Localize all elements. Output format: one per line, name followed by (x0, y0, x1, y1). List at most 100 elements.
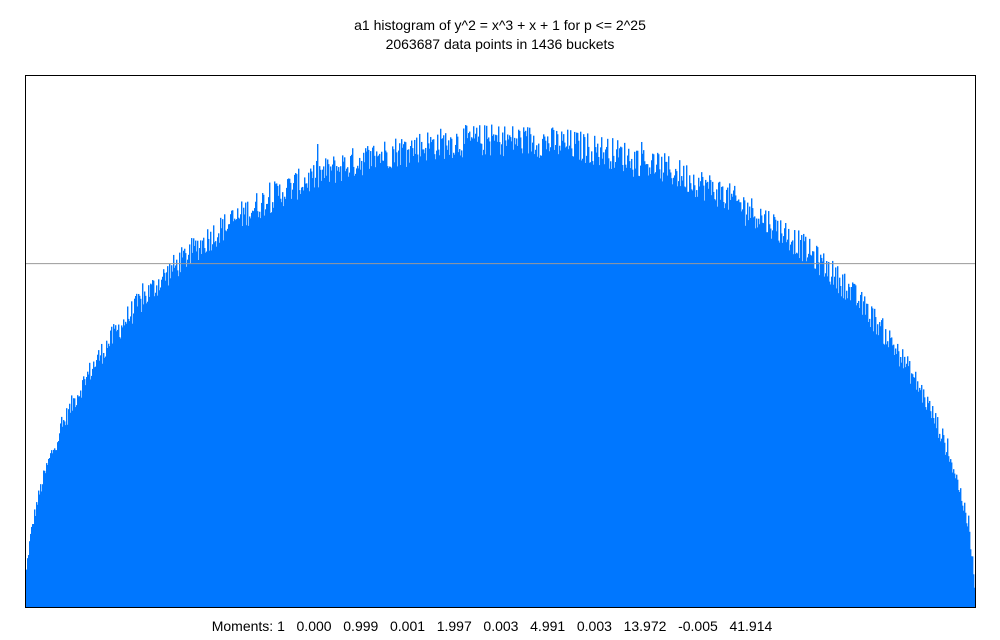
histogram-bar (772, 230, 774, 608)
histogram-bar (669, 169, 671, 608)
histogram-bar (110, 330, 112, 608)
histogram-bar (499, 142, 501, 608)
histogram-bar (855, 285, 857, 608)
histogram-bar (446, 145, 448, 608)
histogram-bar (143, 304, 145, 608)
histogram-bar (746, 214, 748, 608)
histogram-bar (410, 146, 412, 608)
histogram-bar (661, 156, 663, 609)
histogram-bar (95, 366, 97, 608)
histogram-bar (495, 134, 497, 609)
histogram-bar (441, 138, 443, 608)
histogram-bar (313, 165, 315, 608)
histogram-bar (636, 150, 638, 608)
histogram-bar (942, 428, 944, 608)
moment-value: 4.991 (530, 618, 566, 634)
histogram-bar (486, 125, 488, 608)
histogram-bar (356, 168, 358, 609)
histogram-bar (391, 168, 393, 608)
histogram-bar (870, 327, 872, 608)
histogram-bar (109, 346, 111, 608)
histogram-bar (932, 406, 934, 608)
histogram-bar (752, 208, 754, 608)
histogram-bar (72, 410, 74, 608)
histogram-bar (268, 197, 270, 608)
histogram-bar (194, 245, 196, 609)
histogram-bar (811, 255, 813, 608)
histogram-bar (741, 211, 743, 609)
histogram-bar (293, 183, 295, 608)
histogram-bar (564, 142, 566, 608)
moments-row: Moments: 1 0.000 0.999 0.001 1.997 0.003… (0, 617, 984, 635)
histogram-bar (663, 172, 665, 609)
histogram-bar (904, 356, 906, 608)
histogram-bar (694, 185, 696, 608)
histogram-bar (939, 433, 941, 608)
histogram-bar (536, 145, 538, 609)
histogram-bar (884, 344, 886, 608)
histogram-bar (190, 263, 192, 608)
histogram-bar (585, 162, 587, 608)
histogram-bar (484, 125, 486, 608)
histogram-bar (104, 357, 106, 608)
histogram-bar (697, 196, 699, 608)
histogram-bar (314, 187, 316, 608)
histogram-bar (154, 296, 156, 608)
histogram-bar (317, 144, 319, 608)
histogram-bar (718, 182, 720, 608)
histogram-bar (291, 198, 293, 608)
histogram-bar (797, 253, 799, 608)
histogram-bar (815, 268, 817, 608)
histogram-bar (185, 253, 187, 608)
histogram-bar (302, 186, 304, 608)
histogram-bar (78, 396, 80, 608)
histogram-bar (835, 267, 837, 608)
histogram-bar (521, 148, 523, 608)
histogram-bar (161, 279, 163, 608)
histogram-bar (105, 356, 107, 608)
histogram-bar (212, 244, 214, 608)
histogram-bar (795, 253, 797, 608)
histogram-bar (348, 176, 350, 609)
histogram-bar (735, 195, 737, 608)
histogram-bar (217, 237, 219, 608)
histogram-bar (538, 143, 540, 608)
histogram-bar (312, 178, 314, 608)
histogram-bar (524, 131, 526, 608)
histogram-bar (646, 164, 648, 608)
histogram-bar (819, 275, 821, 608)
histogram-bar (784, 228, 786, 609)
histogram-bar (616, 149, 618, 608)
histogram-bar (200, 240, 202, 608)
histogram-bar (532, 142, 534, 608)
histogram-bar (399, 143, 401, 609)
histogram-bar (907, 356, 909, 608)
histogram-bar (950, 459, 952, 608)
histogram-bar (454, 154, 456, 608)
histogram-bar (963, 510, 965, 608)
histogram-bar (782, 242, 784, 608)
histogram-bar (277, 185, 279, 609)
histogram-bar (340, 166, 342, 608)
histogram-bar (457, 136, 459, 608)
histogram-bar (136, 293, 138, 608)
histogram-bar (415, 153, 417, 609)
histogram-bar (207, 229, 209, 609)
histogram-bar (477, 141, 479, 608)
histogram-bar (711, 195, 713, 608)
histogram-bar (460, 155, 462, 608)
histogram-bar (406, 166, 408, 609)
histogram-bar (817, 247, 819, 609)
histogram-bar (40, 484, 42, 608)
histogram-bar (425, 147, 427, 608)
histogram-bar (493, 134, 495, 608)
histogram-bar (408, 149, 410, 608)
histogram-bar (91, 375, 93, 608)
histogram-bar (45, 473, 47, 608)
histogram-bar (728, 209, 730, 608)
histogram-bar (702, 176, 704, 608)
histogram-bar (166, 272, 168, 608)
histogram-bar (856, 305, 858, 608)
histogram-bar (561, 131, 563, 608)
